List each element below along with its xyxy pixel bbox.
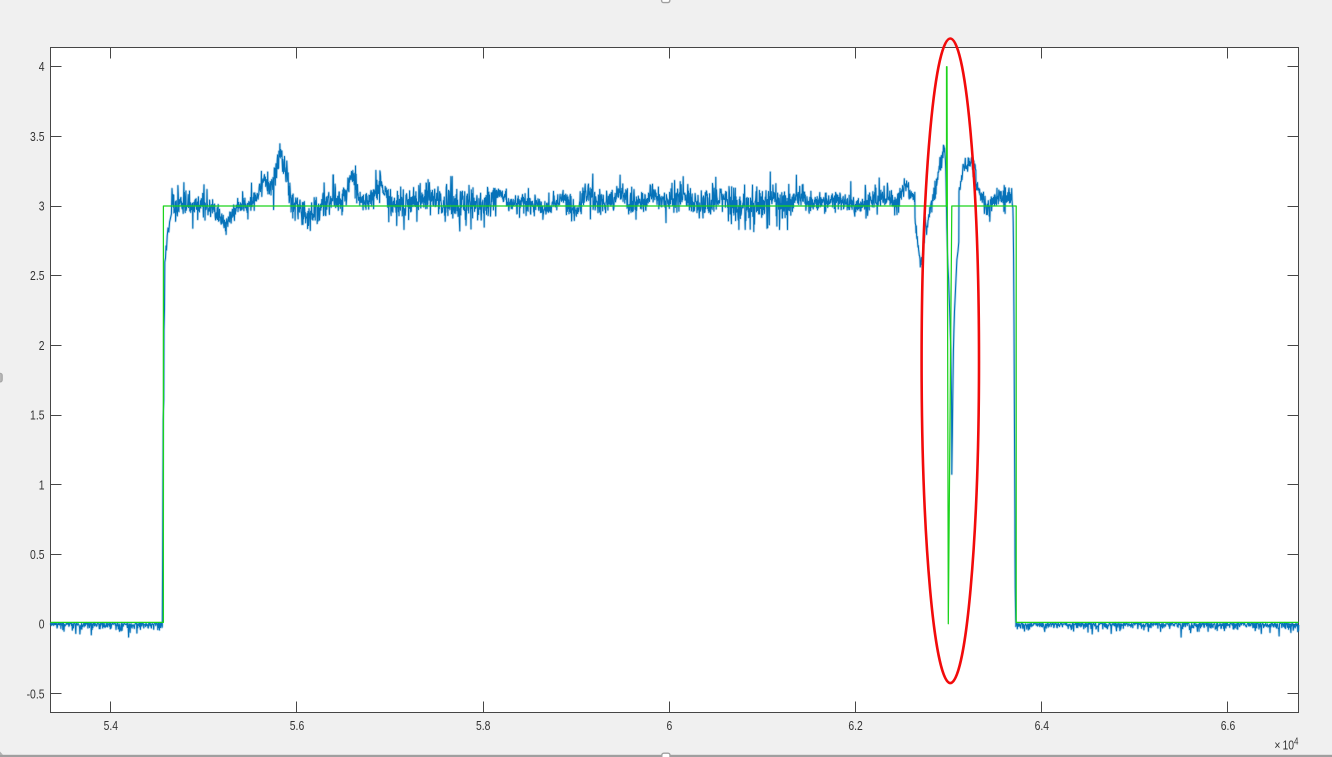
svg-text:1: 1 xyxy=(39,478,45,492)
svg-text:0.5: 0.5 xyxy=(30,548,45,562)
svg-text:5.8: 5.8 xyxy=(476,719,491,733)
svg-text:5.6: 5.6 xyxy=(290,719,305,733)
svg-text:4: 4 xyxy=(39,60,45,74)
svg-text:6.6: 6.6 xyxy=(1221,719,1236,733)
svg-text:3: 3 xyxy=(39,199,45,213)
svg-text:× 104: × 104 xyxy=(1274,736,1298,753)
svg-text:6.2: 6.2 xyxy=(848,719,862,733)
svg-text:0: 0 xyxy=(39,618,45,632)
svg-text:2: 2 xyxy=(39,339,45,353)
svg-text:5.4: 5.4 xyxy=(104,719,119,733)
svg-text:6.4: 6.4 xyxy=(1035,719,1050,733)
svg-text:1.5: 1.5 xyxy=(30,409,45,423)
svg-text:6: 6 xyxy=(667,719,673,733)
svg-text:3.5: 3.5 xyxy=(30,130,45,144)
svg-text:2.5: 2.5 xyxy=(30,269,45,283)
svg-text:-0.5: -0.5 xyxy=(27,687,45,701)
